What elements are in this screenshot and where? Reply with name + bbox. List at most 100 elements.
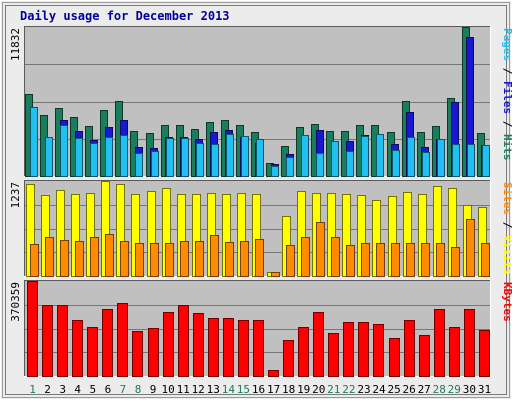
legend-separator: / [501,61,512,81]
bar-kbytes-day-8 [132,331,143,377]
bar-sites-day-10 [165,243,174,277]
bar-sites-day-29 [451,247,460,277]
bar-pages-day-18 [286,157,294,177]
bar-pages-day-19 [301,135,309,177]
bar-sites-day-24 [376,243,385,277]
bar-kbytes-day-23 [358,322,369,377]
bar-pages-day-25 [392,150,400,177]
bar-pages-day-6 [105,137,113,177]
bar-sites-day-19 [301,237,310,277]
legend-separator: / [501,114,512,134]
legend-files: Files [501,81,512,114]
bar-pages-day-2 [45,137,53,177]
x-tick-day-30: 30 [463,383,476,396]
bar-pages-day-27 [422,152,430,177]
bar-kbytes-day-22 [343,322,354,377]
bar-kbytes-day-27 [419,335,430,377]
x-tick-day-25: 25 [387,383,400,396]
chart-panels: 11832 Pages / Files / Hits 1237 Sites / Vis… [9,26,512,377]
bar-sites-day-21 [331,237,340,277]
x-tick-day-9: 9 [150,383,157,396]
bar-kbytes-day-30 [464,309,475,377]
chart-title: Daily usage for December 2013 [20,9,230,23]
x-tick-day-19: 19 [297,383,310,396]
bar-pages-day-28 [437,139,445,177]
bar-kbytes-day-24 [373,324,384,377]
bar-sites-day-15 [240,241,249,277]
bar-kbytes-day-18 [283,340,294,377]
bar-sites-day-18 [286,245,295,277]
bar-sites-day-5 [90,237,99,277]
x-tick-day-5: 5 [89,383,96,396]
x-tick-day-13: 13 [207,383,220,396]
panel-legend: KBytes [501,282,512,322]
x-tick-day-11: 11 [177,383,190,396]
bar-pages-day-15 [241,136,249,177]
y-max-tick-label: 1237 [9,182,22,209]
bar-sites-day-25 [391,243,400,277]
legend-kbytes: KBytes [501,282,512,322]
legend-separator: / [501,215,512,235]
x-tick-day-31: 31 [478,383,491,396]
bar-kbytes-day-2 [42,305,53,377]
bar-pages-day-8 [135,153,143,177]
bar-sites-day-14 [225,242,234,277]
bar-kbytes-day-12 [193,313,204,377]
y-max-tick-label: 370359 [9,282,22,322]
bar-sites-day-22 [346,245,355,277]
x-tick-day-1: 1 [29,383,36,396]
bar-pages-day-17 [271,166,279,177]
bar-pages-day-5 [90,143,98,177]
bar-kbytes-day-20 [313,312,324,377]
bar-kbytes-day-28 [434,309,445,377]
x-tick-day-23: 23 [357,383,370,396]
x-tick-day-26: 26 [402,383,415,396]
bar-pages-day-1 [30,107,38,177]
bar-sites-day-1 [30,244,39,277]
bar-kbytes-day-7 [117,303,128,377]
bar-pages-day-13 [211,144,219,177]
bar-sites-day-4 [75,241,84,277]
x-tick-day-14: 14 [222,383,236,396]
legend-hits: Hits [501,134,512,161]
bar-kbytes-day-13 [208,318,219,377]
x-tick-day-17: 17 [267,383,280,396]
bar-kbytes-day-25 [389,338,400,377]
bar-pages-day-20 [316,153,324,177]
x-tick-day-10: 10 [161,383,174,396]
bar-pages-day-12 [196,143,204,177]
bar-kbytes-day-4 [72,320,83,377]
x-tick-day-16: 16 [252,383,265,396]
bar-sites-day-17 [271,272,280,277]
panel-legend: Pages / Files / Hits [501,28,512,161]
bar-kbytes-day-19 [298,327,309,377]
bar-kbytes-day-5 [87,327,98,377]
bar-pages-day-21 [331,141,339,177]
bar-sites-day-28 [436,243,445,277]
x-tick-day-18: 18 [282,383,295,396]
bar-sites-day-26 [406,243,415,277]
bar-sites-day-9 [150,243,159,277]
bar-sites-day-27 [421,243,430,277]
x-tick-day-27: 27 [418,383,431,396]
x-tick-day-28: 28 [433,383,446,396]
bar-sites-day-23 [361,243,370,277]
bar-sites-day-7 [120,241,129,277]
y-max-tick-label: 11832 [9,28,22,61]
bar-kbytes-day-29 [449,327,460,377]
x-tick-day-4: 4 [74,383,81,396]
x-tick-day-22: 22 [342,383,355,396]
bar-pages-day-29 [452,144,460,177]
bar-kbytes-day-9 [148,328,159,377]
legend-visits: Visits [501,235,512,275]
x-axis-tick-labels: 1 2 3 4 5 6 7 8 9 10 11 12 13 14 15 16 17 18 19 20 21 22 23 24 2… [29,383,491,396]
bar-kbytes-day-31 [479,330,490,377]
bar-pages-day-7 [120,135,128,177]
x-tick-day-29: 29 [448,383,461,396]
bar-pages-day-3 [60,125,68,177]
bar-sites-day-13 [210,235,219,277]
bar-sites-day-2 [45,237,54,277]
bar-sites-day-12 [195,241,204,277]
bar-sites-day-3 [60,240,69,277]
